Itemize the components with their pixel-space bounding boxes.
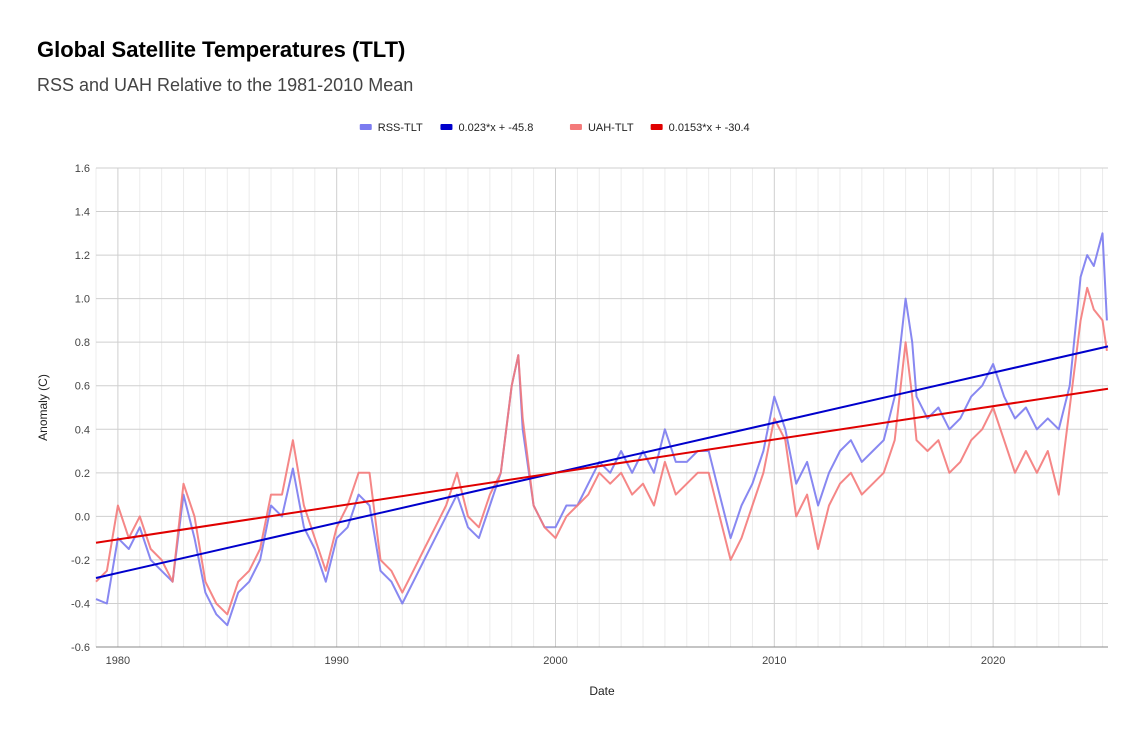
y-tick-label: 0.0	[75, 511, 90, 523]
trendline-1	[95, 345, 1109, 579]
y-tick-label: 1.6	[75, 163, 90, 175]
legend-swatch	[440, 124, 453, 130]
y-tick-label: 1.0	[75, 294, 90, 306]
y-tick-label: 1.2	[75, 250, 90, 262]
y-tick-label: -0.4	[71, 598, 90, 610]
y-tick-label: -0.6	[71, 642, 90, 654]
legend-label: 0.0153*x + -30.4	[669, 122, 750, 134]
legend-swatch	[650, 124, 663, 130]
x-tick-label: 2000	[543, 655, 567, 667]
legend-label: 0.023*x + -45.8	[458, 122, 533, 134]
y-tick-label: 0.8	[75, 337, 90, 349]
x-tick-label: 1980	[106, 655, 130, 667]
legend-swatch	[359, 124, 372, 130]
chart-title: Global Satellite Temperatures (TLT)	[37, 37, 406, 62]
x-axis-label: Date	[589, 684, 615, 698]
legend-label: RSS-TLT	[378, 122, 423, 134]
series-line-uah-tlt	[95, 286, 1108, 616]
trendline-2	[95, 387, 1109, 544]
x-tick-label: 2010	[762, 655, 786, 667]
y-tick-label: 1.4	[75, 207, 90, 219]
chart-subtitle: RSS and UAH Relative to the 1981-2010 Me…	[37, 75, 414, 95]
x-tick-label: 2020	[981, 655, 1005, 667]
y-tick-label: 0.6	[75, 381, 90, 393]
y-tick-label: 0.4	[75, 424, 90, 436]
series-line-rss-tlt	[95, 232, 1108, 627]
y-tick-label: -0.2	[71, 555, 90, 567]
legend-swatch	[569, 124, 582, 130]
x-tick-label: 1990	[324, 655, 348, 667]
y-tick-label: 0.2	[75, 468, 90, 480]
y-axis-label: Anomaly (C)	[36, 374, 50, 441]
legend-label: UAH-TLT	[588, 122, 634, 134]
